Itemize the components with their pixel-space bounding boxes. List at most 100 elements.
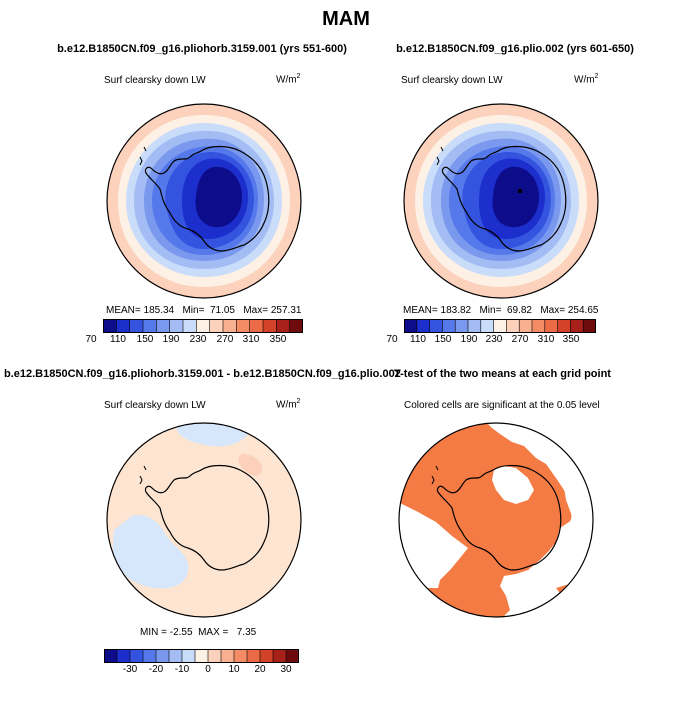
panel-2-units: W/m2: [574, 73, 599, 86]
colorbar-cell: [404, 319, 418, 333]
panel-3-field: [107, 423, 301, 617]
colorbar-cell: [130, 649, 144, 663]
colorbar-cell: [183, 319, 197, 333]
panel-3-tick: -30: [122, 664, 138, 675]
panel-1-tick: 70: [85, 334, 97, 345]
colorbar-cell: [570, 319, 584, 333]
panel-1-colorbar: [103, 319, 303, 333]
colorbar-cell: [208, 649, 222, 663]
colorbar-cell: [117, 649, 131, 663]
colorbar-cell: [156, 649, 170, 663]
colorbar-cell: [544, 319, 558, 333]
figure-title: MAM: [322, 8, 370, 30]
panel-2-title: b.e12.B1850CN.f09_g16.plio.002 (yrs 601-…: [396, 43, 634, 55]
colorbar-cell: [129, 319, 144, 333]
panel-1-tick: 150: [136, 334, 154, 345]
panel-4-field: [399, 423, 593, 617]
colorbar-cell: [429, 319, 443, 333]
panel-1-units: W/m2: [276, 73, 301, 86]
colorbar-border: [404, 319, 596, 333]
panel-1-coastline: [139, 145, 270, 252]
colorbar-cell: [493, 319, 507, 333]
panel-2-tick: 310: [537, 334, 555, 345]
panel-3-map: [106, 422, 302, 618]
colorbar-cell: [583, 319, 596, 333]
panel-3-tick: 20: [254, 664, 266, 675]
panel-2-colorbar: [404, 319, 596, 333]
colorbar-cell: [169, 319, 184, 333]
colorbar-cell: [480, 319, 494, 333]
colorbar-cell: [143, 649, 157, 663]
panel-3-map-border: [106, 422, 302, 618]
panel-3-tick: 0: [205, 664, 211, 675]
colorbar-cell: [286, 649, 299, 663]
panel-1-field: [107, 104, 301, 298]
colorbar-cell: [223, 319, 237, 333]
colorbar-cell: [506, 319, 520, 333]
colorbar-cell: [196, 319, 210, 333]
panel-3-colorbar: [104, 649, 299, 663]
colorbar-cell: [557, 319, 571, 333]
panel-3-tick: 30: [280, 664, 292, 675]
colorbar-cell: [116, 319, 130, 333]
colorbar-cell: [249, 319, 264, 333]
panel-4-map: [398, 422, 594, 618]
colorbar-cell: [221, 649, 235, 663]
colorbar-cell: [468, 319, 482, 333]
panel-2-map-border: [403, 103, 599, 299]
panel-1-tick: 270: [216, 334, 234, 345]
panel-2-stats: MEAN= 183.82 Min= 69.82 Max= 254.65: [403, 305, 599, 316]
panel-1-variable: Surf clearsky down LW: [104, 75, 206, 86]
panel-3-units: W/m2: [276, 398, 301, 411]
colorbar-cell: [104, 649, 118, 663]
colorbar-cell: [276, 319, 290, 333]
panel-4-coastline: [431, 464, 562, 571]
colorbar-cell: [263, 319, 277, 333]
panel-1-map-border: [106, 103, 302, 299]
colorbar-cell: [156, 319, 170, 333]
panel-2-field: [404, 104, 598, 298]
panel-1-stats: MEAN= 185.34 Min= 71.05 Max= 257.31: [106, 305, 302, 316]
panel-1-map: [106, 103, 302, 299]
colorbar-cell: [247, 649, 261, 663]
panel-2-map: [403, 103, 599, 299]
panel-2-tick: 230: [485, 334, 503, 345]
panel-2-tick: 190: [460, 334, 478, 345]
panel-1-tick: 350: [269, 334, 287, 345]
colorbar-cell: [442, 319, 456, 333]
panel-2-tick: 150: [434, 334, 452, 345]
panel-3-tick: -20: [148, 664, 164, 675]
colorbar-cell: [532, 319, 546, 333]
colorbar-cell: [260, 649, 274, 663]
colorbar-cell: [209, 319, 224, 333]
colorbar-cell: [103, 319, 117, 333]
colorbar-cell: [416, 319, 430, 333]
panel-1-tick: 310: [242, 334, 260, 345]
panel-3-variable: Surf clearsky down LW: [104, 400, 206, 411]
panel-2-variable: Surf clearsky down LW: [401, 75, 503, 86]
panel-3-title: b.e12.B1850CN.f09_g16.pliohorb.3159.001 …: [4, 368, 401, 380]
colorbar-cell: [236, 319, 250, 333]
colorbar-cell: [289, 319, 303, 333]
colorbar-border: [103, 319, 303, 333]
panel-1-tick: 110: [110, 334, 126, 345]
panel-4-map-border: [398, 422, 594, 618]
panel-3-tick: 10: [228, 664, 240, 675]
colorbar-cell: [182, 649, 196, 663]
panel-3-stats: MIN = -2.55 MAX = 7.35: [140, 627, 257, 638]
panel-3-tick: -10: [174, 664, 190, 675]
colorbar-cell: [169, 649, 183, 663]
panel-2-tick: 70: [386, 334, 398, 345]
panel-4-variable: Colored cells are significant at the 0.0…: [404, 400, 600, 411]
panel-1-title: b.e12.B1850CN.f09_g16.pliohorb.3159.001 …: [57, 43, 347, 55]
colorbar-cell: [195, 649, 209, 663]
colorbar-cell: [519, 319, 533, 333]
panel-2-tick: 350: [562, 334, 580, 345]
panel-2-tick: 110: [410, 334, 426, 345]
panel-2-coastline: [436, 145, 567, 252]
colorbar-cell: [455, 319, 469, 333]
panel-4-title: T-test of the two means at each grid poi…: [394, 368, 611, 380]
colorbar-cell: [234, 649, 248, 663]
colorbar-border: [104, 649, 299, 663]
colorbar-cell: [273, 649, 287, 663]
